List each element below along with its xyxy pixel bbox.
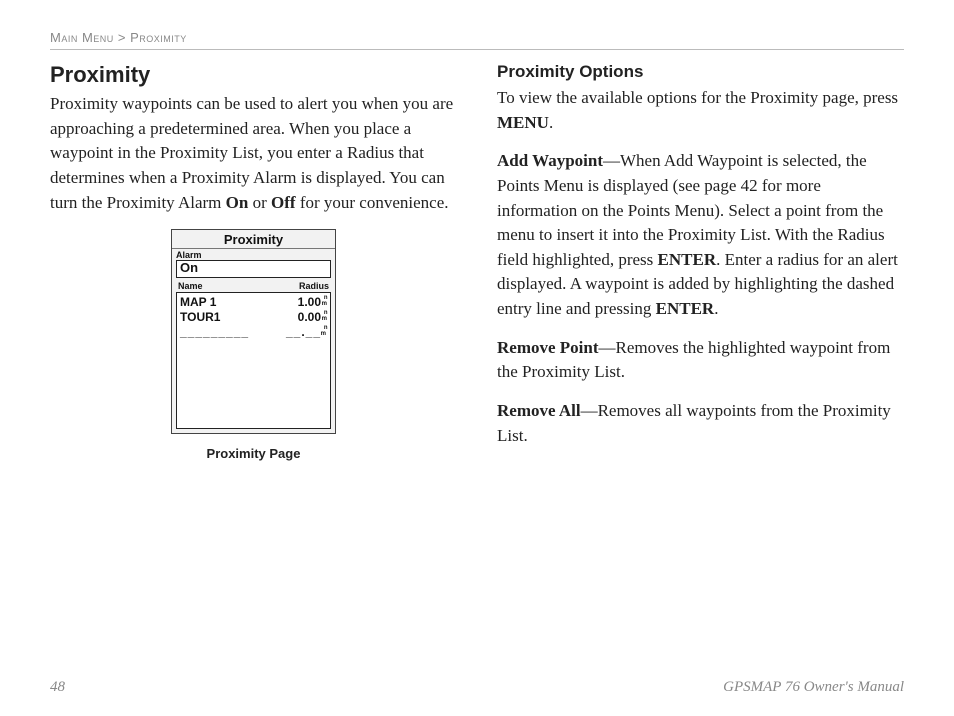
- manual-page: Main Menu > Proximity Proximity Proximit…: [0, 0, 954, 716]
- page-footer: 48 GPSMAP 76 Owner's Manual: [50, 679, 904, 696]
- alarm-label: Alarm: [172, 249, 335, 260]
- alarm-value-field: On: [176, 260, 331, 278]
- unit-bot: m: [322, 301, 327, 309]
- option-remove-point: Remove Point—Removes the highlighted way…: [497, 336, 904, 385]
- p4-lead: Remove All: [497, 401, 581, 420]
- p2-lead: Add Waypoint: [497, 151, 603, 170]
- unit-bot: m: [321, 331, 327, 339]
- list-row: MAP 1 1.00nm: [180, 295, 327, 310]
- breadcrumb-separator: >: [118, 30, 126, 45]
- row-radius: 0.00nm: [298, 310, 327, 325]
- left-column: Proximity Proximity waypoints can be use…: [50, 62, 457, 661]
- row-radius-value: 0.00: [298, 310, 321, 324]
- col-header-name: Name: [178, 281, 203, 291]
- row-radius-dash-value: __.__: [286, 325, 321, 339]
- row-name: TOUR1: [180, 310, 220, 325]
- col-header-radius: Radius: [299, 281, 329, 291]
- figure-proximity-page: Proximity Alarm On Name Radius MAP 1 1.0…: [50, 229, 457, 461]
- right-column: Proximity Options To view the available …: [497, 62, 904, 661]
- options-intro: To view the available options for the Pr…: [497, 86, 904, 135]
- row-name-dashes: _________: [180, 325, 249, 340]
- device-screen: Proximity Alarm On Name Radius MAP 1 1.0…: [171, 229, 336, 434]
- p2-enter2: ENTER: [656, 299, 715, 318]
- row-radius: 1.00nm: [298, 295, 327, 310]
- intro-off-bold: Off: [271, 193, 296, 212]
- intro-paragraph: Proximity waypoints can be used to alert…: [50, 92, 457, 215]
- breadcrumb-part-2: Proximity: [130, 30, 187, 45]
- option-remove-all: Remove All—Removes all waypoints from th…: [497, 399, 904, 448]
- row-radius-dashes: __.__nm: [286, 325, 327, 340]
- p1-a: To view the available options for the Pr…: [497, 88, 898, 107]
- subsection-title-options: Proximity Options: [497, 62, 904, 82]
- row-name: MAP 1: [180, 295, 216, 310]
- intro-text-2: for your convenience.: [296, 193, 449, 212]
- list-row-empty: _________ __.__nm: [180, 325, 327, 340]
- content-columns: Proximity Proximity waypoints can be use…: [50, 62, 904, 661]
- figure-caption: Proximity Page: [207, 446, 301, 461]
- p2-enter1: ENTER: [658, 250, 717, 269]
- row-radius-value: 1.00: [298, 295, 321, 309]
- p3-lead: Remove Point: [497, 338, 599, 357]
- intro-on-bold: On: [226, 193, 249, 212]
- p1-menu-bold: MENU: [497, 113, 549, 132]
- p2-c: .: [714, 299, 718, 318]
- screen-title: Proximity: [172, 230, 335, 249]
- intro-or: or: [248, 193, 271, 212]
- section-title-proximity: Proximity: [50, 62, 457, 88]
- unit-bot: m: [322, 316, 327, 324]
- manual-name: GPSMAP 76 Owner's Manual: [723, 679, 904, 696]
- page-number: 48: [50, 679, 65, 696]
- waypoint-list: MAP 1 1.00nm TOUR1 0.00nm _________ __._…: [176, 292, 331, 429]
- option-add-waypoint: Add Waypoint—When Add Waypoint is select…: [497, 149, 904, 321]
- list-row: TOUR1 0.00nm: [180, 310, 327, 325]
- breadcrumb: Main Menu > Proximity: [50, 30, 904, 50]
- list-column-headers: Name Radius: [172, 281, 335, 292]
- breadcrumb-part-1: Main Menu: [50, 30, 114, 45]
- p1-b: .: [549, 113, 553, 132]
